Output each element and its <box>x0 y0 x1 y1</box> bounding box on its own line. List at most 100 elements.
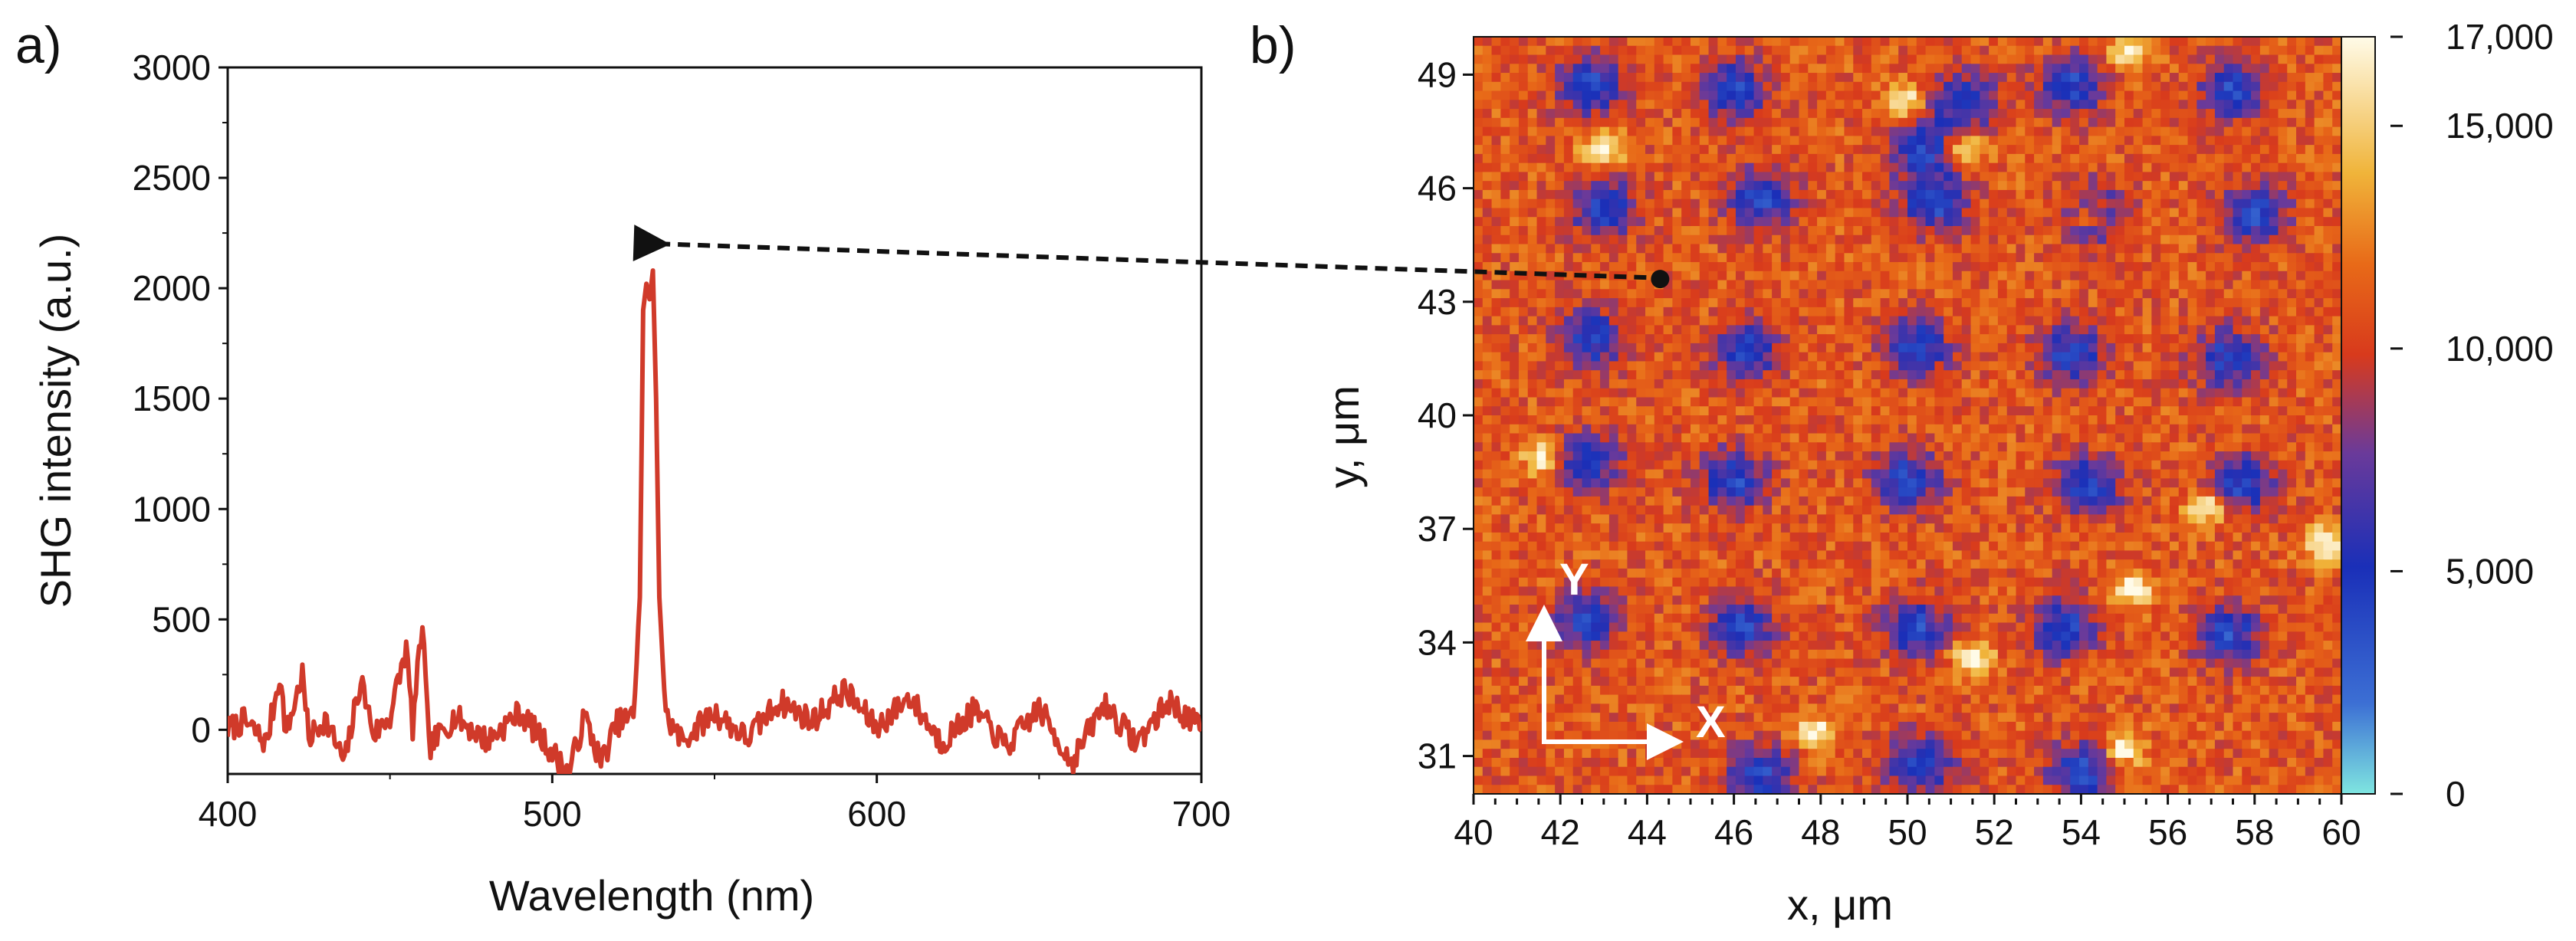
heatmap-cell <box>1862 117 1872 128</box>
heatmap-cell <box>1510 244 1520 254</box>
heatmap-cell <box>1555 442 1565 452</box>
heatmap-cell <box>2251 307 2261 317</box>
heatmap-cell <box>1727 162 1737 173</box>
heatmap-cell <box>1825 469 1836 479</box>
heatmap-cell <box>1708 487 1718 497</box>
heatmap-cell <box>2187 343 2197 353</box>
heatmap-cell <box>1491 325 1501 335</box>
heatmap-cell <box>1772 451 1782 461</box>
heatmap-cell <box>2169 126 2180 136</box>
heatmap-cell <box>1997 73 2008 83</box>
heatmap-cell <box>1952 64 1963 74</box>
heatmap-cell <box>1808 109 1818 119</box>
heatmap-cell <box>1835 424 1845 434</box>
heatmap-cell <box>1970 117 1980 128</box>
heatmap-cell <box>1510 343 1520 353</box>
heatmap-cell <box>2079 280 2089 290</box>
heatmap-cell <box>1474 496 1484 507</box>
heatmap-cell <box>1663 496 1674 507</box>
heatmap-cell <box>2332 280 2342 290</box>
heatmap-cell <box>1780 262 1791 272</box>
heatmap-cell <box>1727 478 1737 488</box>
heatmap-cell <box>1925 172 1935 182</box>
heatmap-cell <box>1916 226 1927 236</box>
heatmap-cell <box>1527 433 1538 443</box>
heatmap-cell <box>1500 100 1510 110</box>
heatmap-cell <box>2079 198 2089 209</box>
heatmap-cell <box>2196 307 2206 317</box>
heatmap-cell <box>1618 73 1628 83</box>
heatmap-cell <box>1608 189 1619 200</box>
heatmap-cell <box>1672 334 1682 344</box>
heatmap-cell <box>1527 109 1538 119</box>
heatmap-cell <box>1871 487 1881 497</box>
heatmap-cell <box>2178 217 2189 227</box>
heatmap-cell <box>1618 153 1628 164</box>
heatmap-cell <box>1799 298 1809 308</box>
heatmap-cell <box>1898 189 1908 200</box>
heatmap-cell <box>2196 244 2206 254</box>
heatmap-cell <box>1536 388 1546 398</box>
heatmap-cell <box>1799 478 1809 488</box>
heatmap-cell <box>1708 117 1718 128</box>
heatmap-cell <box>1735 244 1746 254</box>
heatmap-cell <box>2133 361 2144 371</box>
heatmap-cell <box>1772 469 1782 479</box>
heatmap-cell <box>1510 406 1520 416</box>
heatmap-cell <box>2305 153 2315 164</box>
heatmap-cell <box>1735 289 1746 299</box>
heatmap-cell <box>1491 469 1501 479</box>
heatmap-cell <box>2269 352 2279 362</box>
heatmap-cell <box>2034 226 2044 236</box>
heatmap-cell <box>2052 126 2062 136</box>
heatmap-cell <box>1654 234 1664 245</box>
heatmap-cell <box>1563 478 1574 488</box>
heatmap-cell <box>1654 217 1664 227</box>
heatmap-cell <box>2287 117 2297 128</box>
heatmap-cell <box>1808 90 1818 100</box>
heatmap-cell <box>2278 469 2288 479</box>
spectrum-line <box>228 268 1201 774</box>
heatmap-cell <box>1563 45 1574 56</box>
heatmap-cell <box>1510 370 1520 380</box>
heatmap-cell <box>2124 198 2134 209</box>
heatmap-cell <box>1934 234 1944 245</box>
heatmap-cell <box>2332 487 2342 497</box>
heatmap-cell <box>2034 406 2044 416</box>
heatmap-cell <box>2251 397 2261 407</box>
heatmap-cell <box>1717 388 1727 398</box>
heatmap-cell <box>2025 451 2035 461</box>
heatmap-cell <box>2016 280 2026 290</box>
heatmap-cell <box>2178 162 2189 173</box>
heatmap-cell <box>2124 469 2134 479</box>
heatmap-cell <box>1627 181 1637 191</box>
heatmap-cell <box>2006 469 2017 479</box>
heatmap-cell <box>1572 145 1583 155</box>
heatmap-cell <box>2052 289 2062 299</box>
heatmap-cell <box>2061 397 2071 407</box>
heatmap-cell <box>2079 298 2089 308</box>
heatmap-cell <box>1510 415 1520 425</box>
heatmap-cell <box>1510 73 1520 83</box>
heatmap-cell <box>1916 442 1927 452</box>
heatmap-cell <box>1536 100 1546 110</box>
heatmap-cell <box>2142 424 2152 434</box>
heatmap-cell <box>2233 280 2242 290</box>
heatmap-cell <box>1608 100 1619 110</box>
heatmap-cell <box>2259 433 2270 443</box>
heatmap-cell <box>2206 451 2216 461</box>
heatmap-cell <box>2314 415 2325 425</box>
heatmap-cell <box>1681 45 1691 56</box>
heatmap-cell <box>1799 379 1809 389</box>
heatmap-cell <box>1672 270 1682 281</box>
heatmap-cell <box>2034 361 2044 371</box>
heatmap-cell <box>1654 198 1664 209</box>
heatmap-cell <box>2314 100 2325 110</box>
heatmap-cell <box>2160 325 2170 335</box>
heatmap-cell <box>1844 244 1854 254</box>
heatmap-cell <box>2223 478 2234 488</box>
heatmap-cell <box>1627 298 1637 308</box>
heatmap-cell <box>1789 153 1800 164</box>
heatmap-cell <box>1482 334 1493 344</box>
heatmap-cell <box>2052 451 2062 461</box>
